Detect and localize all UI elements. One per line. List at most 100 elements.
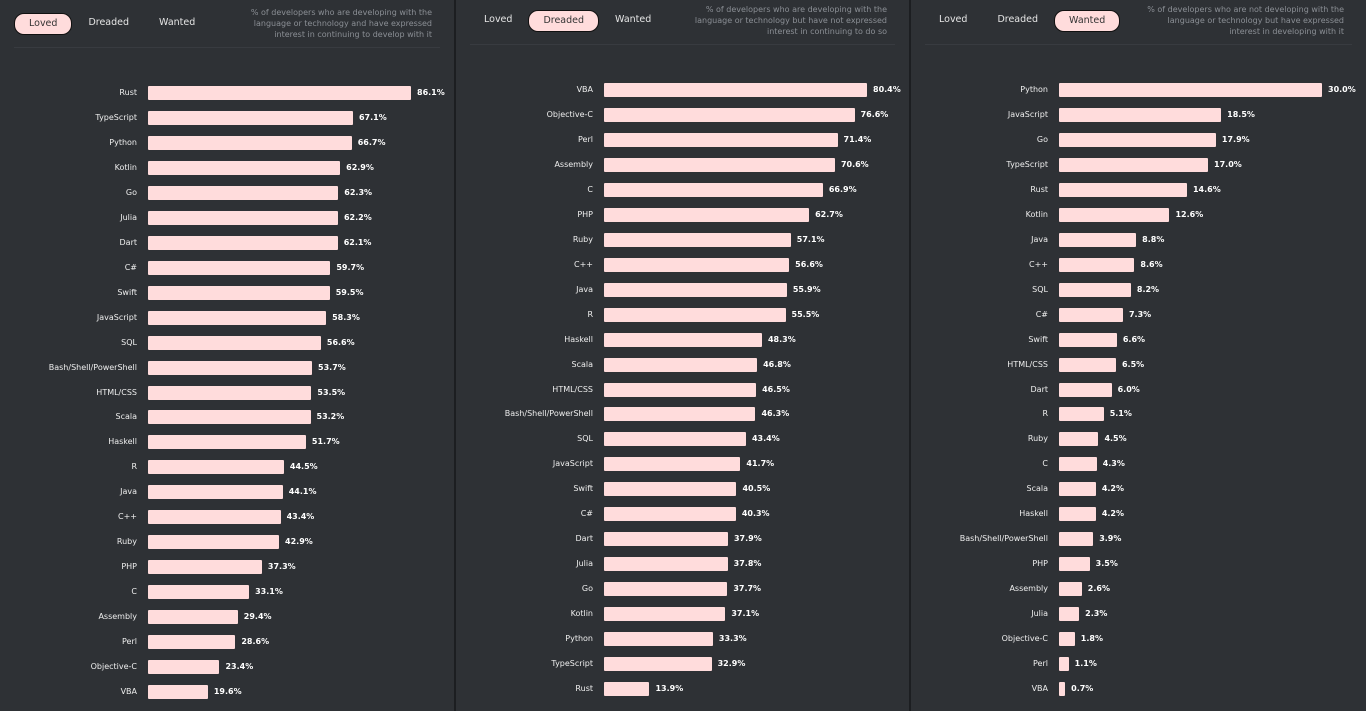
tab-loved[interactable]: Loved <box>484 14 513 25</box>
value-label: 70.6% <box>840 159 869 169</box>
tab-dreaded[interactable]: Dreaded <box>88 17 130 28</box>
value-label: 44.5% <box>289 462 318 472</box>
bar <box>148 185 339 200</box>
value-label: 53.2% <box>316 412 345 422</box>
bar <box>604 607 726 622</box>
value-label: 30.0% <box>1328 85 1356 94</box>
value-label: 23.4% <box>225 662 254 672</box>
bar-row: Swift 40.5% <box>456 481 909 497</box>
bar-row: Python 66.7% <box>0 135 454 151</box>
category-label: TypeScript <box>1006 159 1048 169</box>
category-label: PHP <box>577 209 593 219</box>
bar <box>148 535 280 550</box>
bar <box>604 332 762 347</box>
tab-wanted[interactable]: Wanted <box>159 17 196 28</box>
bar <box>604 407 756 422</box>
category-label: Go <box>125 187 137 197</box>
bar <box>604 232 791 247</box>
bar-row: Kotlin 12.6% <box>911 207 1366 223</box>
value-label: 33.1% <box>255 587 283 597</box>
bar-row: Julia 62.2% <box>0 210 454 226</box>
value-label: 12.6% <box>1175 209 1204 219</box>
bar <box>604 557 728 572</box>
tab-dreaded[interactable]: Dreaded <box>997 14 1039 25</box>
value-label: 17.0% <box>1214 159 1242 169</box>
category-label: SQL <box>577 434 593 444</box>
tab-loved[interactable]: Loved <box>939 14 968 25</box>
bar <box>148 86 411 100</box>
bar-row: C# 7.3% <box>911 307 1366 323</box>
value-label: 59.5% <box>335 287 364 297</box>
value-label: 42.9% <box>285 537 313 547</box>
bar <box>148 410 311 425</box>
bar <box>1059 657 1069 672</box>
description: % of developers who are not developing w… <box>1147 5 1344 36</box>
bar <box>604 532 728 547</box>
bar <box>148 135 352 150</box>
value-label: 67.1% <box>358 112 387 122</box>
value-label: 55.9% <box>792 284 821 294</box>
bar <box>1059 332 1117 347</box>
category-label: C# <box>580 509 593 519</box>
bar-row: C++ 43.4% <box>0 509 454 525</box>
bar-row: PHP 37.3% <box>0 559 454 575</box>
bar-row: Java 55.9% <box>456 282 909 298</box>
tab-wanted[interactable]: Wanted <box>1054 10 1121 32</box>
category-label: Swift <box>1028 334 1048 344</box>
bar-row: Rust 14.6% <box>911 182 1366 198</box>
category-label: C++ <box>574 259 593 269</box>
category-label: Haskell <box>564 334 593 344</box>
bar-row: Dart 62.1% <box>0 235 454 251</box>
category-label: VBA <box>1031 684 1048 694</box>
bar <box>148 310 327 325</box>
bar-row: HTML/CSS 53.5% <box>0 385 454 401</box>
bar-row: C 33.1% <box>0 584 454 600</box>
bar <box>148 210 338 225</box>
bar <box>1059 582 1082 597</box>
bar <box>604 257 790 272</box>
value-label: 53.5% <box>317 387 346 397</box>
bar <box>1059 607 1080 622</box>
value-label: 6.6% <box>1122 334 1146 344</box>
value-label: 37.8% <box>733 559 762 569</box>
value-label: 2.3% <box>1085 609 1108 619</box>
tab-group: Loved Dreaded Wanted <box>470 10 667 32</box>
value-label: 56.6% <box>326 337 355 347</box>
value-label: 40.5% <box>742 484 771 494</box>
tab-dreaded[interactable]: Dreaded <box>528 10 600 32</box>
value-label: 58.3% <box>332 312 360 322</box>
category-label: Haskell <box>1019 509 1048 519</box>
category-label: C# <box>1035 309 1048 319</box>
value-label: 80.4% <box>873 85 901 94</box>
value-label: 62.1% <box>343 237 372 247</box>
category-label: Python <box>109 137 137 147</box>
bar <box>1059 382 1112 397</box>
tab-loved[interactable]: Loved <box>14 13 73 35</box>
bar <box>604 182 823 197</box>
category-label: Rust <box>575 684 593 694</box>
value-label: 3.9% <box>1099 534 1122 544</box>
value-label: 86.1% <box>417 88 445 97</box>
category-label: R <box>1042 409 1048 419</box>
value-label: 37.3% <box>267 562 296 572</box>
value-label: 6.0% <box>1117 384 1140 394</box>
header-divider <box>14 47 440 48</box>
bar <box>148 560 262 575</box>
category-label: Perl <box>578 134 593 144</box>
category-label: Java <box>576 284 593 294</box>
category-label: R <box>131 462 137 472</box>
bar-row: Go 17.9% <box>911 132 1366 148</box>
bar <box>1059 407 1104 422</box>
bar <box>604 83 867 97</box>
tab-wanted[interactable]: Wanted <box>615 14 652 25</box>
category-label: Bash/Shell/PowerShell <box>504 409 593 419</box>
bar-row: PHP 3.5% <box>911 556 1366 572</box>
bar <box>148 585 250 600</box>
category-label: VBA <box>576 85 593 94</box>
bar <box>1059 157 1209 172</box>
value-label: 7.3% <box>1128 309 1152 319</box>
category-label: Dart <box>575 534 594 544</box>
bar-row: Dart 37.9% <box>456 531 909 547</box>
tab-group: Loved Dreaded Wanted <box>925 10 1122 32</box>
category-label: Julia <box>1031 609 1048 619</box>
